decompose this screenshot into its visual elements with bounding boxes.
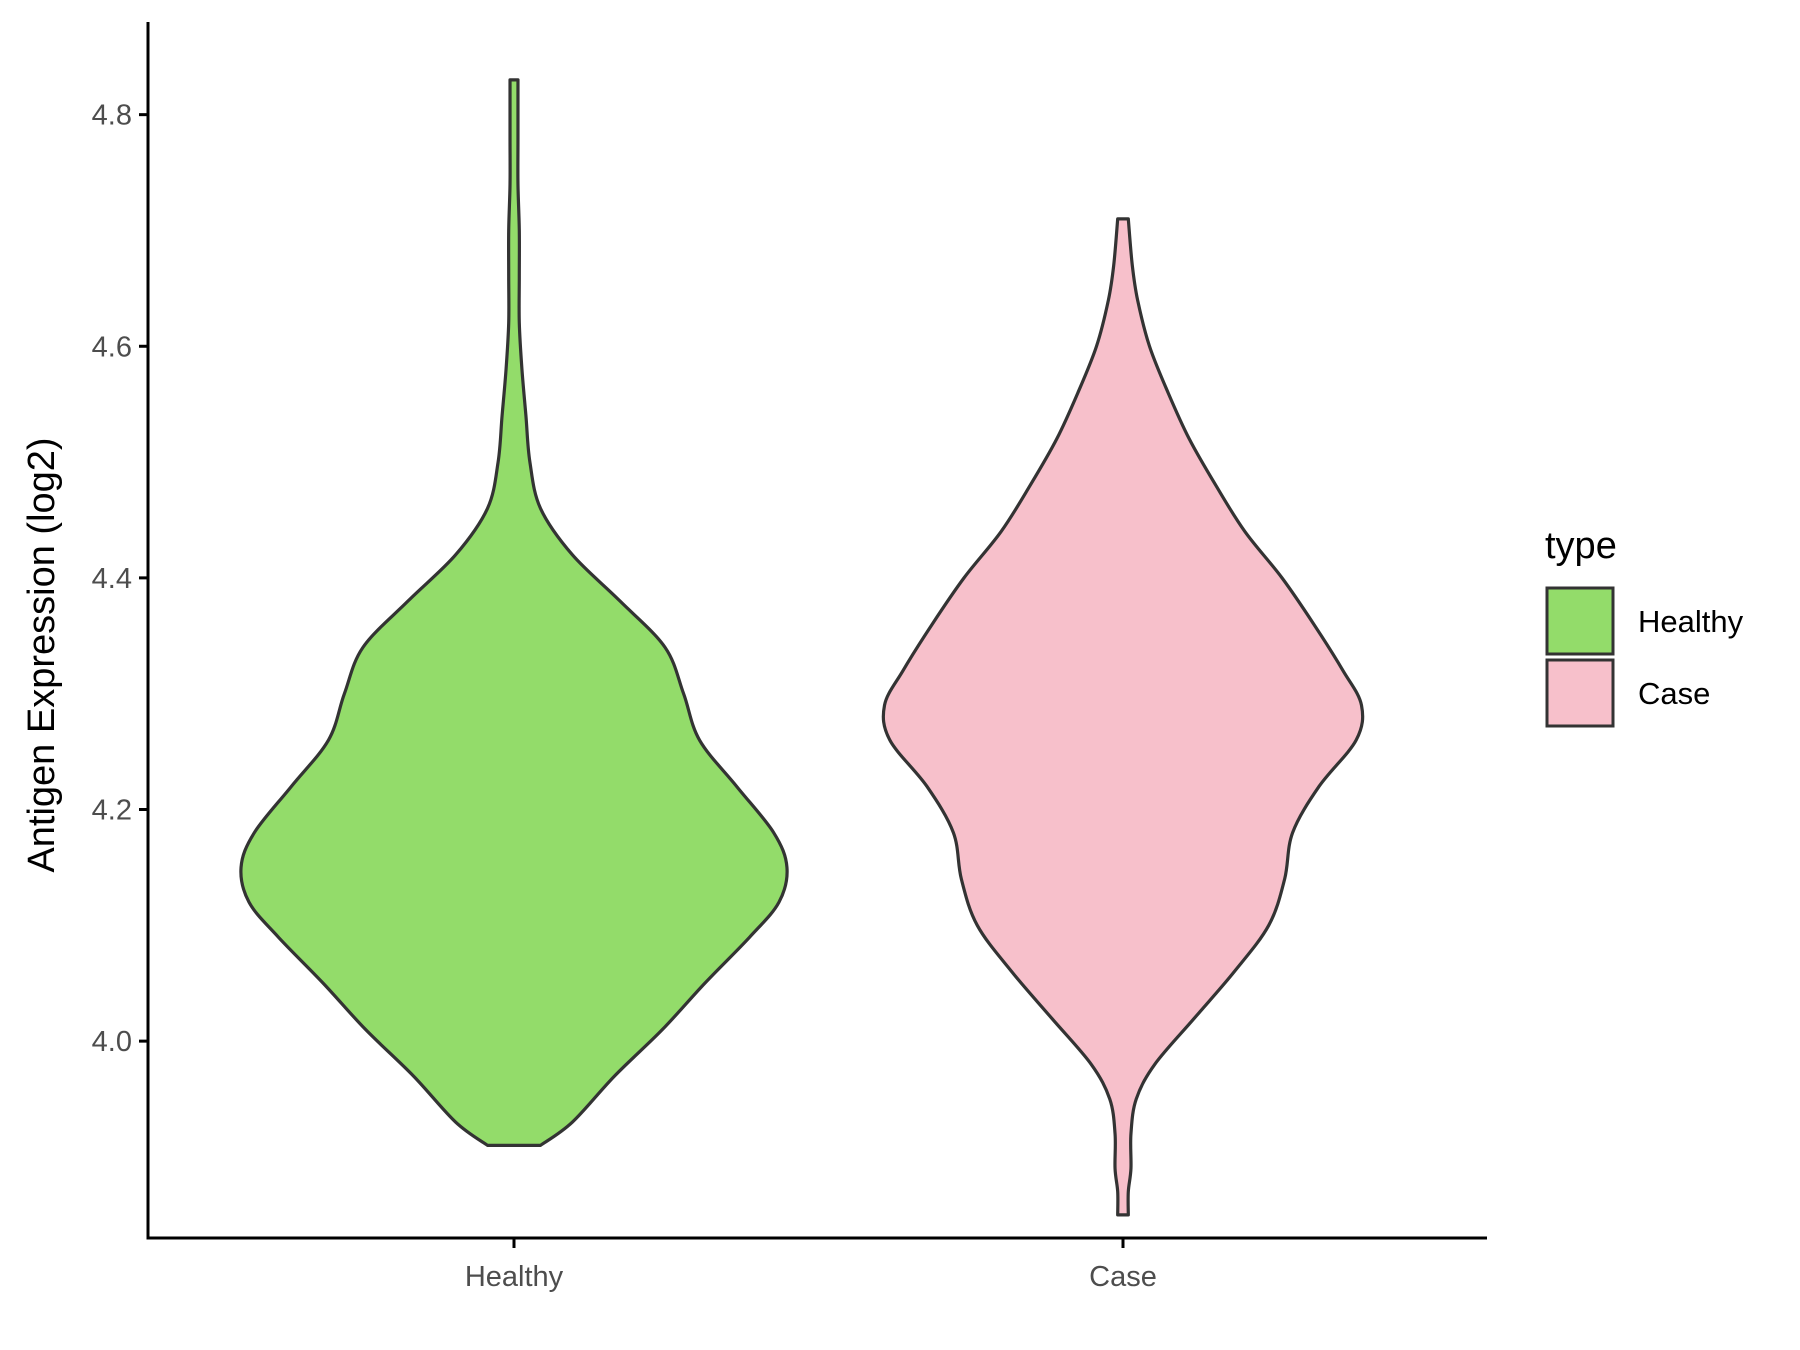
- x-tick-label: Case: [1089, 1261, 1157, 1293]
- legend-label-case: Case: [1638, 676, 1710, 711]
- violin-healthy: [239, 78, 789, 1147]
- axes-layer: [146, 22, 1487, 1240]
- x-ticks: Healthy Case: [465, 1238, 1157, 1293]
- violins-layer: [239, 78, 1365, 1217]
- violin-case: [881, 217, 1365, 1217]
- legend: type Healthy Case: [1545, 525, 1744, 728]
- y-tick-label: 4.8: [92, 100, 132, 132]
- legend-label-healthy: Healthy: [1638, 604, 1744, 639]
- y-tick-label: 4.0: [92, 1026, 132, 1058]
- legend-title: type: [1545, 525, 1617, 567]
- y-tick-label: 4.4: [92, 563, 132, 595]
- y-axis-title: Antigen Expression (log2): [21, 437, 63, 872]
- y-tick-label: 4.2: [92, 795, 132, 827]
- x-tick-label: Healthy: [465, 1261, 564, 1293]
- y-tick-label: 4.6: [92, 331, 132, 363]
- legend-swatch-case: [1545, 658, 1615, 728]
- y-ticks: 4.0 4.2 4.4 4.6 4.8: [92, 100, 148, 1058]
- legend-swatch-healthy: [1545, 586, 1615, 656]
